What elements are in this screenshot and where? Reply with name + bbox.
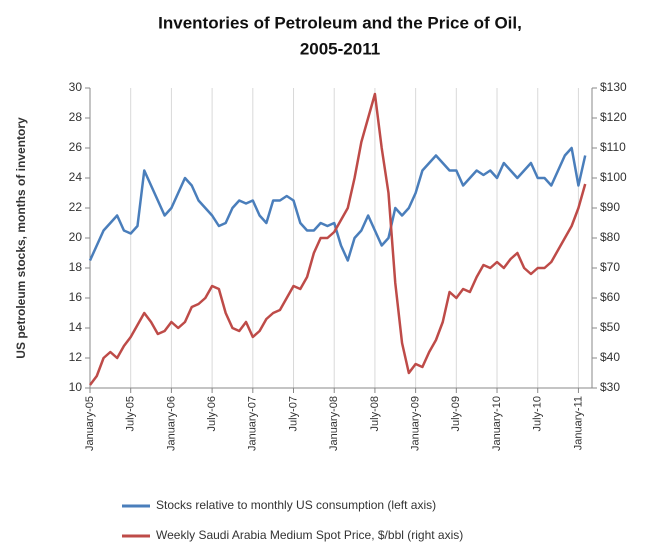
x-tick-label: July-07 <box>287 396 299 431</box>
y2-tick-label: $90 <box>600 200 620 214</box>
series-line <box>89 92 587 386</box>
x-tick-label: January-05 <box>84 396 96 451</box>
y-tick-label: 22 <box>69 200 83 214</box>
x-tick-label: January-07 <box>247 396 259 451</box>
x-tick-label: January-06 <box>165 396 177 451</box>
y2-tick-label: $40 <box>600 350 620 364</box>
chart-title: Inventories of Petroleum and the Price o… <box>158 13 522 32</box>
x-tick-label: July-06 <box>206 396 218 431</box>
y-tick-label: 30 <box>69 80 83 94</box>
x-tick-label: July-08 <box>369 396 381 431</box>
y-tick-label: 28 <box>69 110 83 124</box>
y-tick-label: 24 <box>69 170 83 184</box>
x-tick-label: July-09 <box>450 396 462 431</box>
y2-tick-label: $80 <box>600 230 620 244</box>
y2-tick-label: $70 <box>600 260 620 274</box>
y-tick-label: 12 <box>69 350 83 364</box>
legend-label: Stocks relative to monthly US consumptio… <box>156 498 436 512</box>
y2-tick-label: $110 <box>600 140 626 154</box>
x-tick-label: January-10 <box>491 396 503 451</box>
legend-label: Weekly Saudi Arabia Medium Spot Price, $… <box>156 528 463 542</box>
y-tick-label: 18 <box>69 260 83 274</box>
chart-title: 2005-2011 <box>300 39 380 58</box>
y-axis-label: US petroleum stocks, months of inventory <box>14 117 28 359</box>
y-tick-label: 14 <box>69 320 83 334</box>
y2-tick-label: $100 <box>600 170 627 184</box>
x-tick-label: July-05 <box>125 396 137 431</box>
y2-tick-label: $130 <box>600 80 627 94</box>
x-tick-label: July-10 <box>532 396 544 431</box>
y-tick-label: 10 <box>69 380 83 394</box>
y2-tick-label: $120 <box>600 110 627 124</box>
x-tick-label: January-11 <box>572 396 584 450</box>
y-tick-label: 20 <box>69 230 83 244</box>
y-tick-label: 16 <box>69 290 83 304</box>
y-tick-label: 26 <box>69 140 83 154</box>
y2-tick-label: $60 <box>600 290 620 304</box>
y2-tick-label: $50 <box>600 320 620 334</box>
x-tick-label: January-08 <box>328 396 340 451</box>
series-line <box>88 146 587 262</box>
y2-tick-label: $30 <box>600 380 620 394</box>
x-tick-label: January-09 <box>410 396 422 451</box>
